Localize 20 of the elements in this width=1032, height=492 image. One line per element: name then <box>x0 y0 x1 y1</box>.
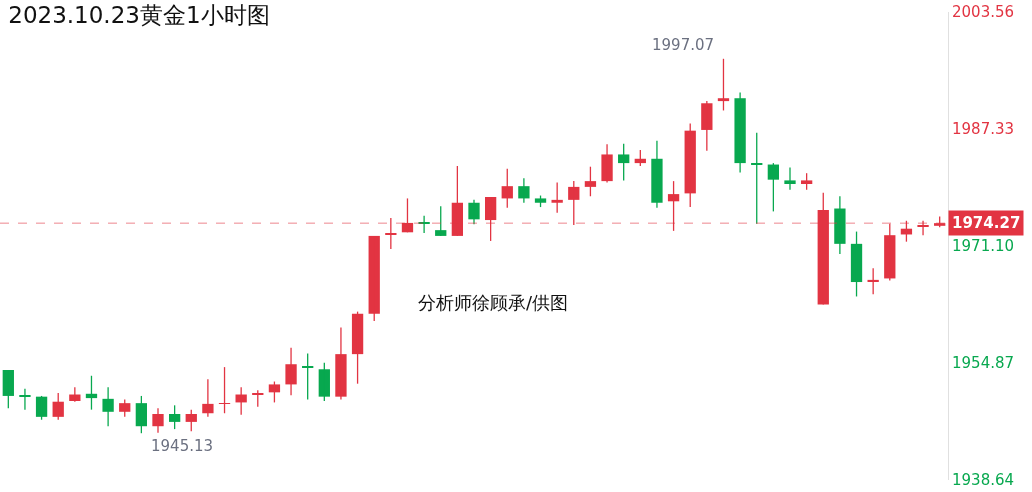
candlestick <box>385 217 397 250</box>
y-tick-label: 1987.33 <box>952 120 1015 139</box>
chart-title: 2023.10.23黄金1小时图 <box>8 2 270 29</box>
annotation: 1997.07 <box>652 36 715 54</box>
candlestick <box>784 166 796 191</box>
candlestick <box>318 362 330 402</box>
candlestick <box>551 181 563 214</box>
y-tick-label: 2003.56 <box>952 3 1015 22</box>
candlestick <box>618 142 630 182</box>
y-tick-label: 1971.10 <box>952 237 1015 256</box>
candlestick <box>701 100 713 152</box>
annotation: 分析师徐顾承/供图 <box>418 292 569 313</box>
candlestick <box>717 58 730 112</box>
candlestick <box>435 205 447 237</box>
y-tick-label: 1954.87 <box>952 354 1015 373</box>
annotation: 1945.13 <box>151 437 214 455</box>
candlestick <box>218 366 231 414</box>
ref-line-label: 1974.27 <box>952 214 1021 232</box>
y-tick-label: 1938.64 <box>952 471 1015 490</box>
candlestick <box>584 166 597 197</box>
